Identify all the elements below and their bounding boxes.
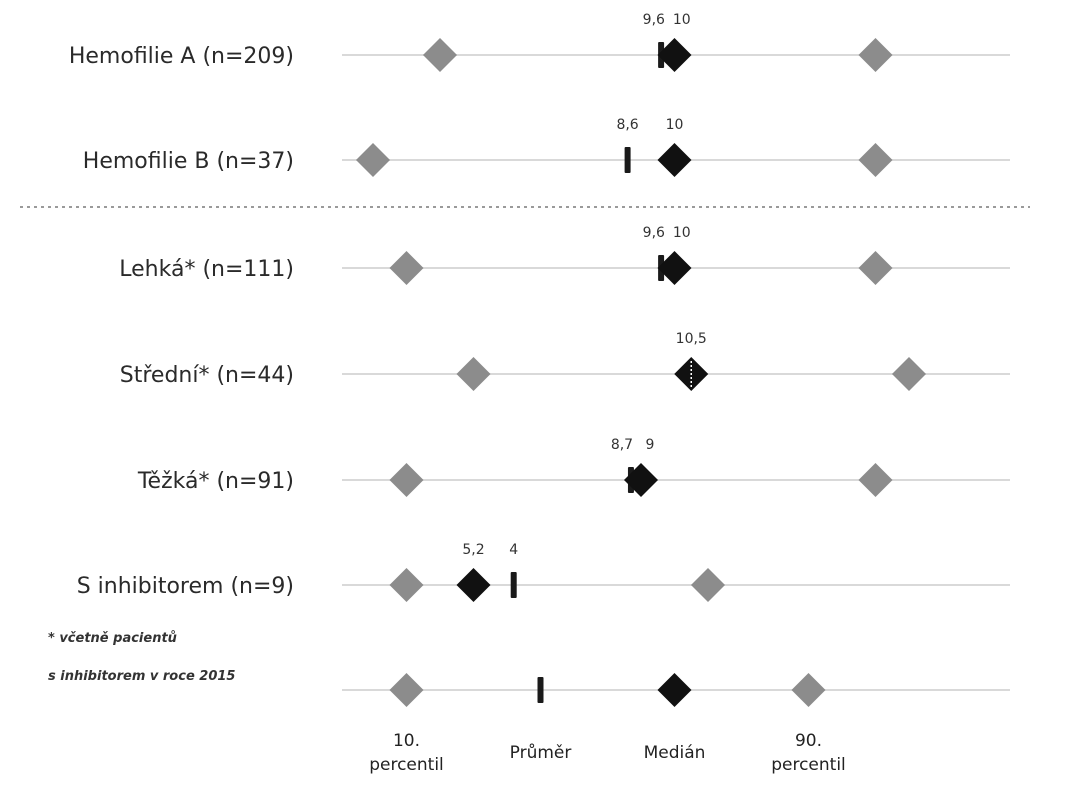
footnote-line-1: * včetně pacientů: [48, 631, 177, 646]
median-marker: [657, 143, 692, 177]
p90-marker: [858, 251, 893, 285]
p10-marker: [356, 143, 390, 177]
p10-marker: [456, 357, 491, 391]
p10-marker: [389, 251, 424, 285]
row-6: S inhibitorem (n=9) 4 5,2: [77, 542, 1010, 602]
legend-p10-marker: [389, 673, 424, 707]
row-label: Střední* (n=44): [120, 363, 294, 388]
value-label: 10: [673, 225, 691, 241]
value-label: 10,5: [676, 331, 707, 347]
legend-mean-marker: [537, 677, 544, 703]
row-label: Lehká* (n=111): [119, 257, 294, 282]
median-marker: [657, 38, 692, 72]
p90-marker: [858, 143, 893, 177]
p90-marker: [858, 38, 893, 72]
legend-p90-label-line-1: 90.: [795, 731, 822, 751]
legend: 10. percentil Průměr Medián 90. percentil: [342, 673, 1010, 775]
value-label: 9: [646, 437, 655, 453]
legend-p90-marker: [791, 673, 826, 707]
p10-marker: [389, 463, 424, 497]
value-label: 5,2: [462, 542, 484, 558]
p10-marker: [423, 38, 457, 72]
legend-mean-label: Průměr: [510, 743, 572, 763]
legend-p10-label-line-2: percentil: [369, 755, 444, 775]
median-marker: [456, 568, 491, 602]
footnote: * včetně pacientů s inhibitorem v roce 2…: [48, 631, 235, 684]
median-marker: [657, 251, 692, 285]
row-label: Těžká* (n=91): [137, 469, 294, 494]
row-4: Střední* (n=44) 10,5: [120, 331, 1010, 391]
row-label: Hemofilie B (n=37): [83, 149, 294, 174]
value-label: 10: [666, 117, 684, 133]
row-label: Hemofilie A (n=209): [69, 44, 294, 69]
footnote-line-2: s inhibitorem v roce 2015: [48, 669, 235, 684]
value-label: 9,6: [643, 12, 665, 28]
value-label: 9,6: [643, 225, 665, 241]
value-label: 10: [673, 12, 691, 28]
value-label: 4: [509, 542, 518, 558]
row-label: S inhibitorem (n=9): [77, 574, 294, 599]
median-marker: [624, 463, 658, 497]
legend-median-label: Medián: [644, 743, 706, 763]
p90-marker: [858, 463, 893, 497]
value-label: 8,7: [611, 437, 633, 453]
value-label: 8,6: [616, 117, 638, 133]
mean-marker: [510, 572, 517, 598]
legend-median-marker: [657, 673, 692, 707]
p10-marker: [389, 568, 424, 602]
row-5: Těžká* (n=91) 8,7 9: [137, 437, 1010, 497]
row-2: Hemofilie B (n=37) 8,6 10: [83, 117, 1010, 177]
p90-marker: [691, 568, 725, 602]
legend-p90-label-line-2: percentil: [771, 755, 846, 775]
row-1: Hemofilie A (n=209) 9,6 10: [69, 12, 1010, 72]
p90-marker: [892, 357, 926, 391]
legend-p10-label-line-1: 10.: [393, 731, 420, 751]
mean-marker: [624, 147, 631, 173]
row-3: Lehká* (n=111) 9,6 10: [119, 225, 1010, 285]
